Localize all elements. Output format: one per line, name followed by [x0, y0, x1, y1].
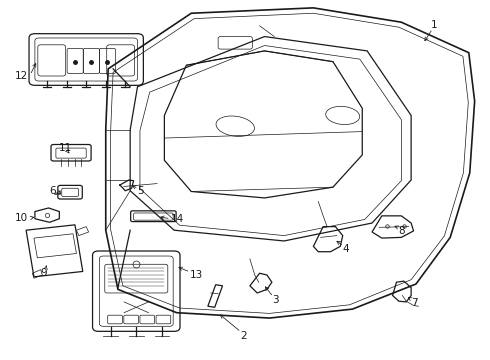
Text: 13: 13	[190, 270, 203, 280]
Text: 2: 2	[240, 331, 247, 341]
Text: 1: 1	[431, 20, 437, 30]
Text: 12: 12	[14, 71, 27, 81]
Text: 9: 9	[41, 267, 48, 278]
Text: 4: 4	[343, 244, 349, 254]
Text: 6: 6	[49, 186, 56, 197]
Text: 11: 11	[58, 143, 72, 153]
Text: 8: 8	[398, 226, 405, 236]
Text: 3: 3	[272, 295, 278, 305]
Text: 7: 7	[411, 298, 418, 308]
Text: 10: 10	[14, 213, 27, 223]
Text: 14: 14	[171, 215, 184, 224]
Text: 5: 5	[138, 186, 144, 197]
